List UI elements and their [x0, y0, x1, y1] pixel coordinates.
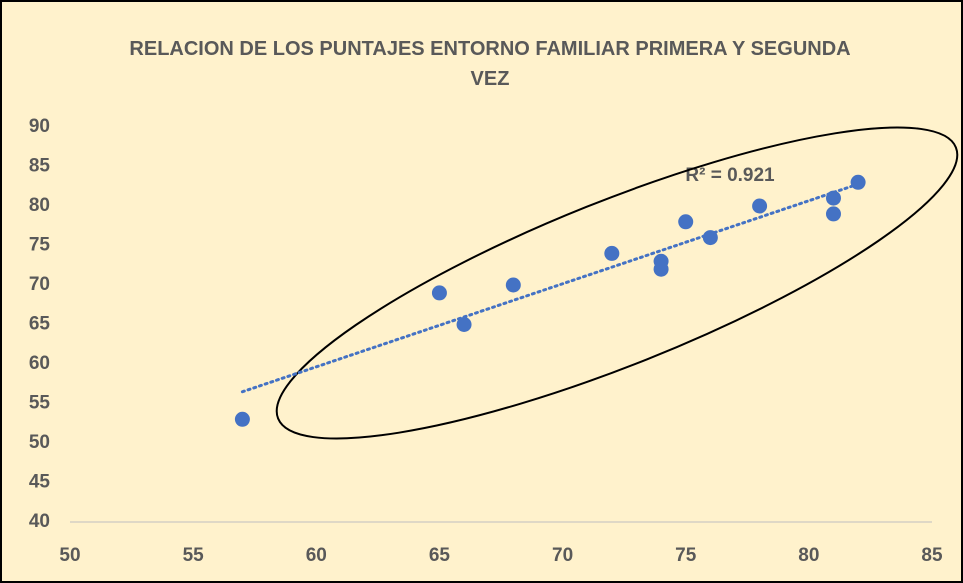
- y-tick-label: 60: [29, 353, 50, 374]
- point: [850, 174, 866, 190]
- point: [752, 198, 768, 214]
- y-tick-label: 90: [29, 116, 50, 137]
- point: [653, 261, 669, 277]
- point: [505, 277, 521, 293]
- point: [825, 206, 841, 222]
- x-tick-label: 65: [429, 545, 451, 566]
- x-tick-label: 75: [675, 545, 697, 566]
- point: [234, 411, 250, 427]
- point: [604, 245, 620, 261]
- y-tick-label: 65: [29, 314, 51, 335]
- y-tick-label: 70: [29, 274, 50, 295]
- trendline: [240, 182, 860, 394]
- y-tick-label: 85: [29, 156, 51, 177]
- x-tick-label: 60: [306, 545, 327, 566]
- x-tick-label: 85: [921, 545, 943, 566]
- y-tick-label: 75: [29, 235, 51, 256]
- chart-title: RELACION DE LOS PUNTAJES ENTORNO FAMILIA…: [129, 38, 851, 90]
- point: [431, 285, 447, 301]
- y-tick-label: 45: [29, 472, 51, 493]
- annotation: R² = 0.921: [685, 165, 775, 186]
- point: [456, 317, 472, 332]
- y-tick-label: 55: [29, 393, 51, 414]
- point: [825, 190, 841, 206]
- x-tick-label: 80: [798, 545, 819, 566]
- point: [678, 214, 694, 230]
- x-tick-label: 55: [183, 545, 205, 566]
- point: [702, 230, 718, 246]
- y-tick-label: 80: [29, 195, 50, 216]
- x-tick-label: 70: [552, 545, 573, 566]
- y-tick-label: 50: [29, 432, 50, 453]
- y-tick-label: 40: [29, 511, 50, 532]
- x-tick-label: 50: [59, 545, 80, 566]
- highlight-ellipse: [275, 126, 959, 440]
